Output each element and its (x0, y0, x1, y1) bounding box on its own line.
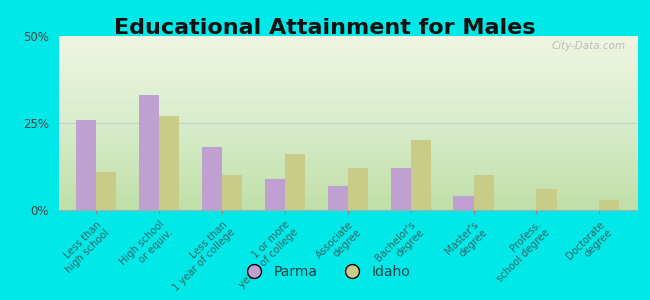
Bar (285, 154, 305, 210)
Bar (159, 116, 179, 210)
Bar (599, 200, 619, 210)
Bar (328, 186, 348, 210)
Bar (76, 119, 96, 210)
Text: Educational Attainment for Males: Educational Attainment for Males (114, 18, 536, 38)
Legend: Parma, Idaho: Parma, Idaho (234, 259, 416, 284)
Bar (202, 147, 222, 210)
Bar (96, 172, 116, 210)
Text: City-Data.com: City-Data.com (551, 41, 625, 51)
Bar (391, 168, 411, 210)
Bar (139, 95, 159, 210)
Bar (222, 175, 242, 210)
Bar (411, 140, 431, 210)
Bar (473, 175, 493, 210)
Bar (454, 196, 473, 210)
Bar (348, 168, 368, 210)
Bar (265, 179, 285, 210)
Bar (536, 189, 556, 210)
